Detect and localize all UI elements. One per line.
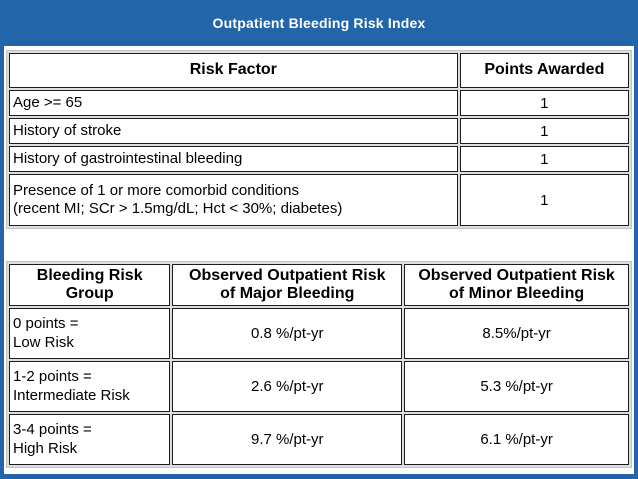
major-bleeding-column-header: Observed Outpatient Risk of Major Bleedi… — [172, 264, 403, 306]
major-bleeding-cell: 0.8 %/pt-yr — [172, 308, 403, 359]
content-area: Risk Factor Points Awarded Age >= 65 1 H… — [4, 46, 634, 474]
bleeding-risk-header-row: Bleeding Risk Group Observed Outpatient … — [9, 264, 629, 306]
slide-title: Outpatient Bleeding Risk Index — [212, 14, 426, 31]
major-bleeding-cell: 9.7 %/pt-yr — [172, 414, 403, 465]
table-row: Age >= 65 1 — [9, 90, 629, 116]
risk-group-cell: 0 points = Low Risk — [9, 308, 171, 359]
points-cell: 1 — [459, 118, 629, 144]
table-row: History of gastrointestinal bleeding 1 — [9, 146, 629, 172]
risk-factor-cell: Age >= 65 — [9, 90, 458, 116]
risk-factor-header-row: Risk Factor Points Awarded — [9, 53, 629, 88]
risk-factor-table: Risk Factor Points Awarded Age >= 65 1 H… — [6, 50, 632, 229]
risk-group-line-2: High Risk — [13, 439, 78, 457]
risk-group-line-2: Intermediate Risk — [13, 386, 130, 404]
minor-bleeding-column-header: Observed Outpatient Risk of Minor Bleedi… — [404, 264, 629, 306]
risk-group-line-1: 3-4 points = — [13, 420, 92, 438]
points-cell: 1 — [459, 146, 629, 172]
risk-factor-line-2: (recent MI; SCr > 1.5mg/dL; Hct < 30%; d… — [13, 200, 343, 217]
minor-bleeding-cell: 8.5%/pt-yr — [404, 308, 629, 359]
points-awarded-column-header: Points Awarded — [459, 53, 629, 88]
header-line-2: of Minor Bleeding — [449, 285, 585, 302]
points-cell: 1 — [459, 90, 629, 116]
header-line-2: of Major Bleeding — [220, 285, 355, 302]
bleeding-risk-table: Bleeding Risk Group Observed Outpatient … — [6, 261, 632, 468]
table-row: 1-2 points = Intermediate Risk 2.6 %/pt-… — [9, 361, 629, 412]
bleeding-risk-group-column-header: Bleeding Risk Group — [9, 264, 171, 306]
header-line-1: Observed Outpatient Risk — [189, 266, 386, 284]
table-row: 0 points = Low Risk 0.8 %/pt-yr 8.5%/pt-… — [9, 308, 629, 359]
table-row: Presence of 1 or more comorbid condition… — [9, 174, 629, 226]
header-line-1: Observed Outpatient Risk — [418, 266, 615, 284]
risk-factor-column-header: Risk Factor — [9, 53, 458, 88]
risk-factor-cell: Presence of 1 or more comorbid condition… — [9, 174, 458, 226]
title-bar: Outpatient Bleeding Risk Index — [0, 0, 638, 45]
table-row: History of stroke 1 — [9, 118, 629, 144]
risk-group-line-1: 1-2 points = — [13, 367, 92, 385]
risk-group-line-2: Low Risk — [13, 333, 74, 351]
header-line-2: Group — [65, 285, 114, 302]
risk-group-line-1: 0 points = — [13, 314, 79, 332]
minor-bleeding-cell: 5.3 %/pt-yr — [404, 361, 629, 412]
header-line-1: Bleeding Risk — [36, 266, 143, 284]
risk-group-cell: 1-2 points = Intermediate Risk — [9, 361, 171, 412]
minor-bleeding-cell: 6.1 %/pt-yr — [404, 414, 629, 465]
table-row: 3-4 points = High Risk 9.7 %/pt-yr 6.1 %… — [9, 414, 629, 465]
risk-factor-cell: History of stroke — [9, 118, 458, 144]
major-bleeding-cell: 2.6 %/pt-yr — [172, 361, 403, 412]
risk-factor-cell: History of gastrointestinal bleeding — [9, 146, 458, 172]
points-cell: 1 — [459, 174, 629, 226]
risk-factor-line-1: Presence of 1 or more comorbid condition… — [13, 182, 299, 199]
risk-group-cell: 3-4 points = High Risk — [9, 414, 171, 465]
